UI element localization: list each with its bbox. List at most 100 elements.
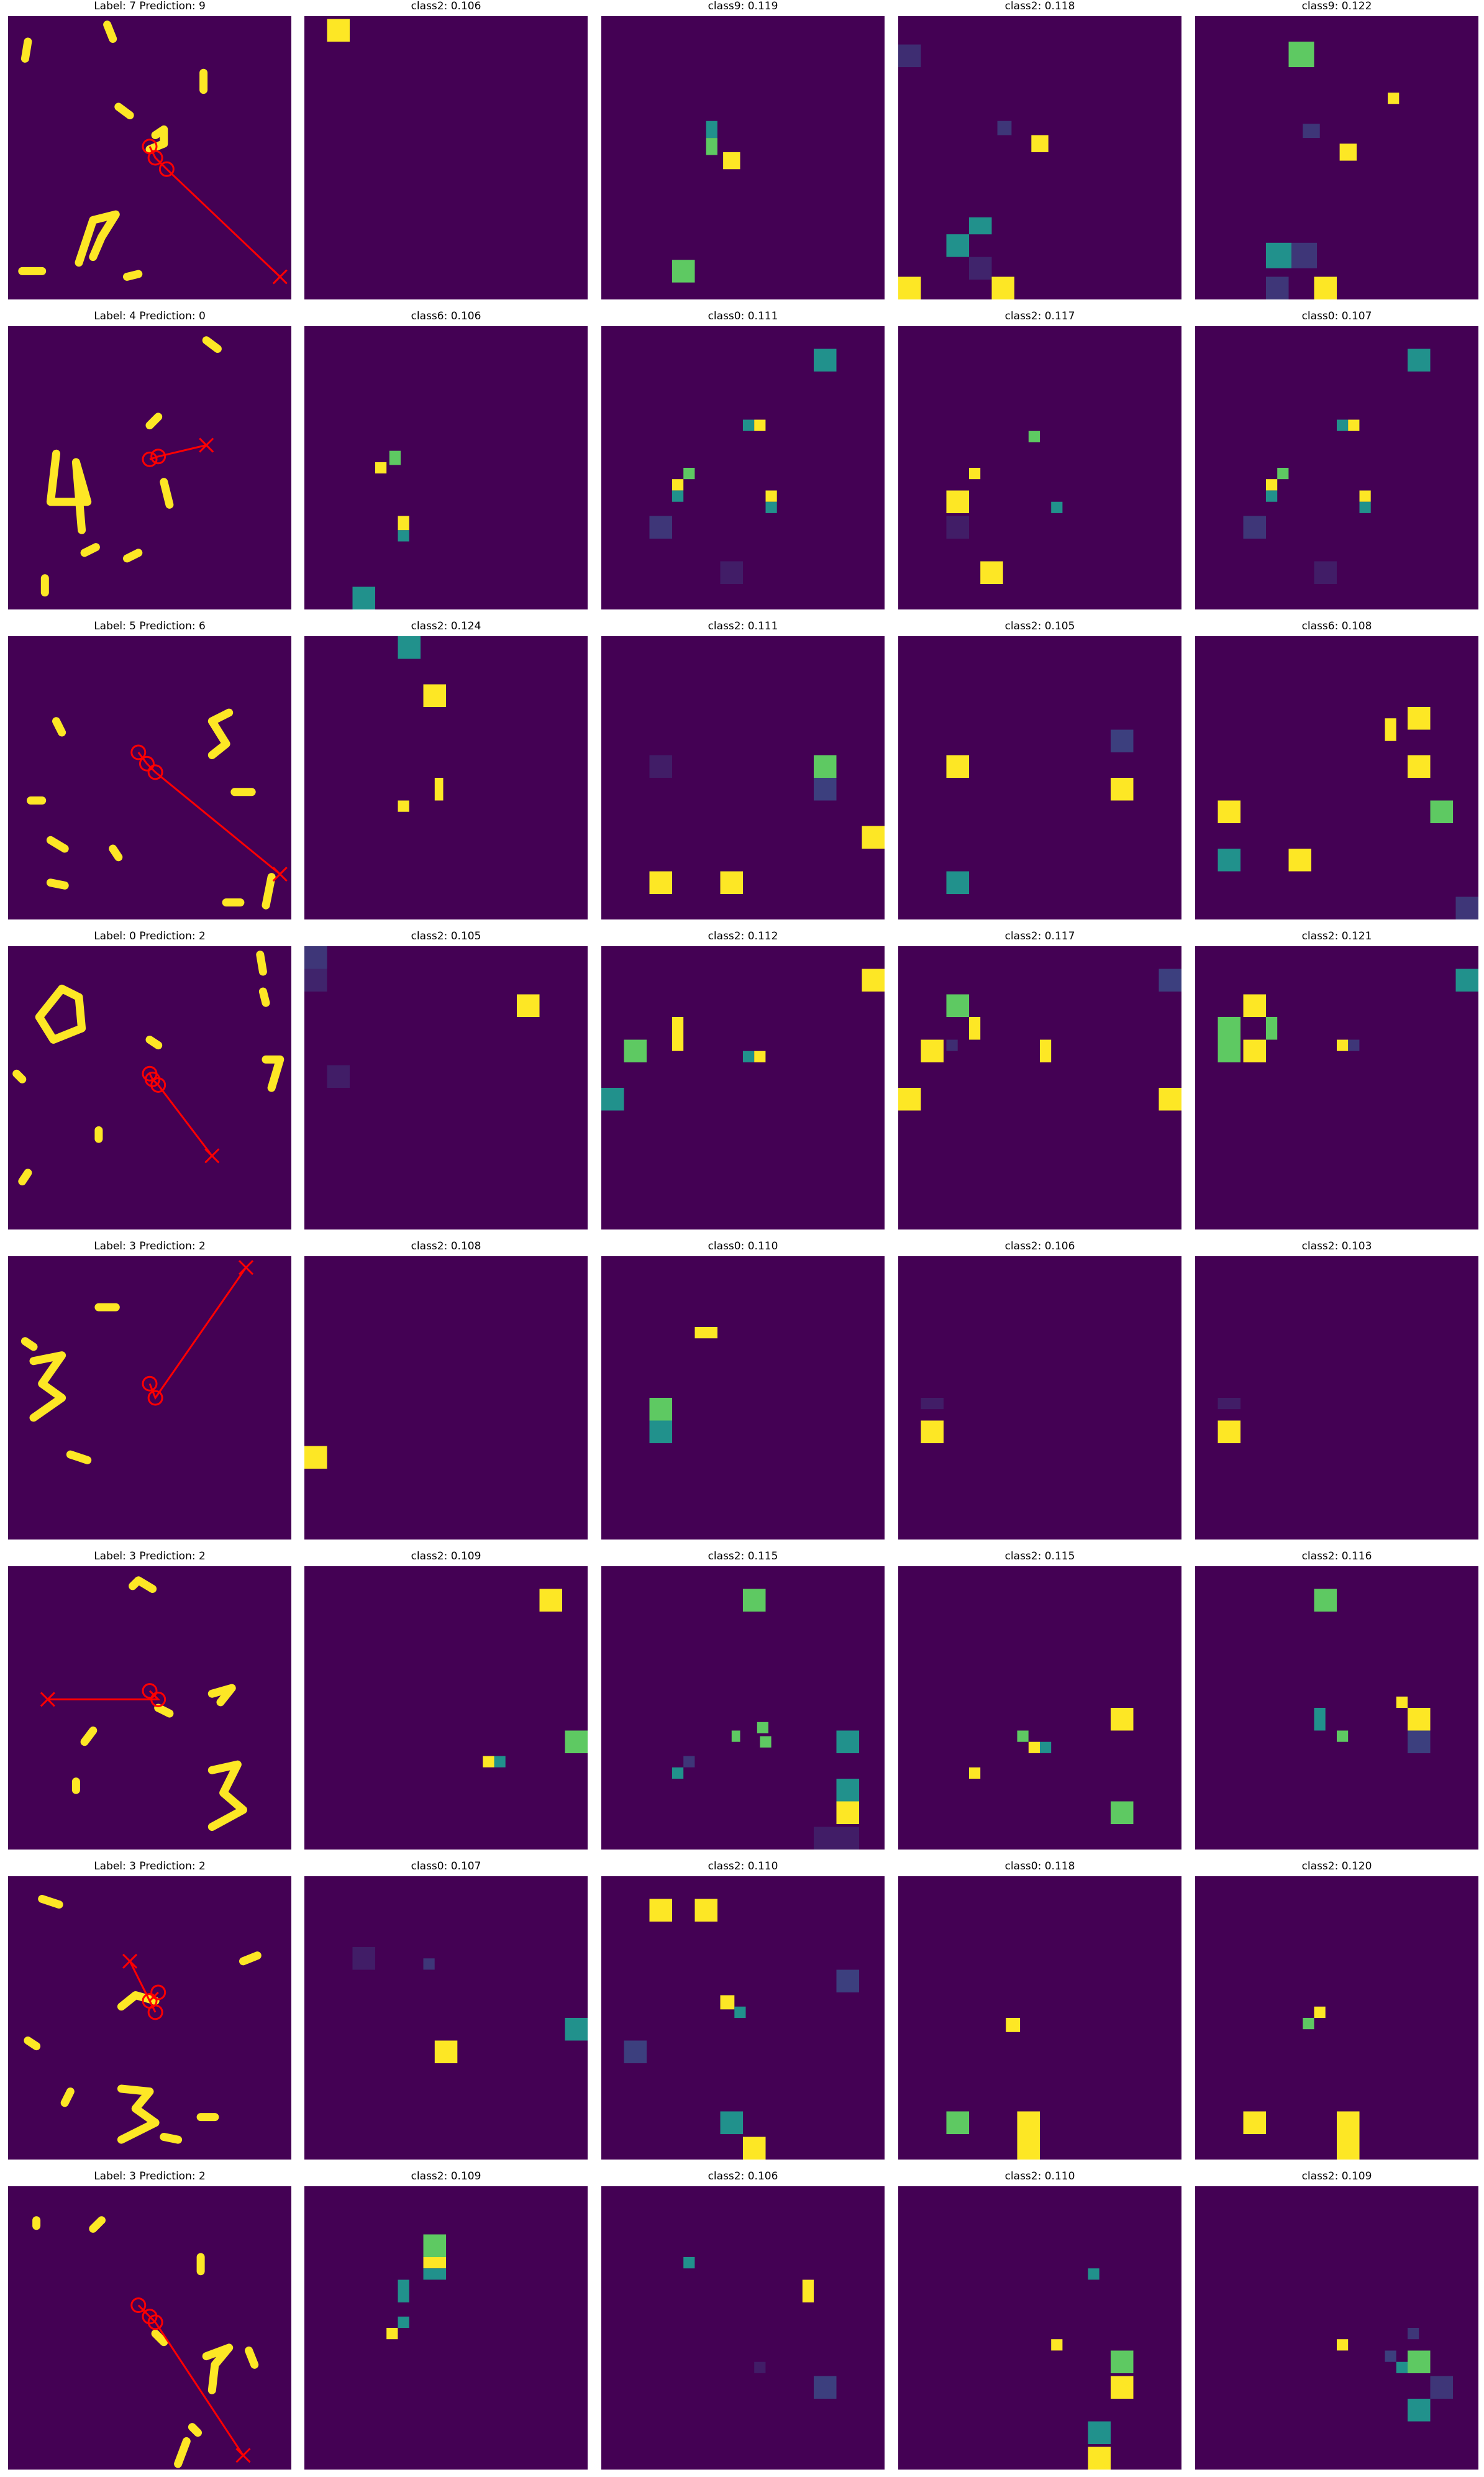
panel-title: class2: 0.108: [411, 1240, 481, 1252]
panel-title: class2: 0.115: [1004, 1550, 1075, 1562]
glimpse-path: [148, 1073, 213, 1157]
class-activation-panel: class0: 0.110: [601, 1240, 885, 1540]
activation-heatmap: [898, 1876, 1181, 2160]
activation-cell: [1218, 1398, 1240, 1410]
activation-cell: [1337, 1730, 1349, 1742]
class-activation-panel: class2: 0.121: [1195, 930, 1478, 1229]
activation-cell: [723, 152, 740, 170]
digit-stroke: [129, 1576, 157, 1593]
plot-background: [8, 946, 291, 1229]
class-activation-panel: class2: 0.108: [304, 1240, 588, 1540]
glimpse-end-marker: [122, 1953, 138, 1969]
activation-cell: [1017, 1730, 1029, 1742]
panel-title: class9: 0.122: [1301, 0, 1372, 12]
input-image-plot: [8, 1256, 291, 1540]
panel-title: class2: 0.118: [1004, 0, 1075, 12]
class-activation-panel: class2: 0.106: [898, 1240, 1181, 1540]
activation-cell: [754, 2361, 766, 2373]
panel-title: class0: 0.111: [708, 310, 778, 322]
class-activation-panel: class9: 0.119: [601, 0, 885, 299]
panel-title: class6: 0.108: [1301, 620, 1372, 632]
class-activation-panel: class2: 0.115: [601, 1550, 885, 1850]
class-activation-panel: class0: 0.107: [1195, 310, 1478, 609]
panel-title: class2: 0.112: [708, 930, 778, 942]
activation-cell: [434, 2040, 458, 2063]
digit-stroke: [60, 2087, 75, 2107]
class-activation-panel: class2: 0.109: [1195, 2170, 1478, 2470]
activation-cell: [1455, 969, 1478, 992]
activation-cell: [672, 1767, 684, 1779]
plot-background: [304, 2186, 588, 2470]
activation-cell: [1017, 2111, 1040, 2160]
digit-stroke: [18, 1169, 32, 1185]
input-digit-panel: Label: 3 Prediction: 2: [8, 1550, 291, 1850]
activation-cell: [423, 684, 446, 707]
activation-cell: [1314, 2006, 1326, 2018]
glimpse-end-marker: [272, 269, 288, 285]
activation-cell: [921, 1420, 944, 1443]
activation-cell: [991, 276, 1014, 299]
activation-cell: [969, 1017, 981, 1040]
digit-stroke: [202, 2343, 234, 2394]
digit-stroke: [245, 2347, 259, 2369]
digit-stroke: [256, 951, 267, 976]
activation-cell: [720, 2111, 743, 2134]
activation-cell: [1288, 42, 1314, 67]
activation-cell: [327, 19, 350, 42]
plot-background: [898, 946, 1181, 1229]
activation-heatmap: [898, 1566, 1181, 1850]
class-activation-panel: class9: 0.122: [1195, 0, 1478, 299]
activation-cell: [1088, 2421, 1111, 2444]
activation-cell: [1408, 1708, 1431, 1731]
activation-heatmap: [304, 2186, 588, 2470]
activation-cell: [720, 871, 743, 894]
digit-stroke: [46, 878, 69, 890]
input-image-plot: [8, 2186, 291, 2470]
input-image-plot: [8, 1876, 291, 2160]
digit-stroke: [174, 2437, 191, 2468]
activation-heatmap: [898, 326, 1181, 609]
activation-cell: [969, 217, 992, 235]
activation-cell: [352, 586, 375, 609]
plot-background: [8, 1256, 291, 1540]
activation-heatmap: [304, 1876, 588, 2160]
activation-cell: [398, 530, 409, 542]
panel-title: class2: 0.103: [1301, 1240, 1372, 1252]
class-activation-panel: class2: 0.103: [1195, 1240, 1478, 1540]
plot-background: [898, 2186, 1181, 2470]
digit-stroke: [145, 1036, 163, 1050]
activation-cell: [1337, 419, 1349, 431]
plot-background: [1195, 946, 1478, 1229]
plot-background: [601, 16, 885, 299]
activation-cell: [1408, 707, 1431, 730]
panel-title: class2: 0.111: [708, 620, 778, 632]
activation-cell: [1111, 2376, 1134, 2399]
class-activation-panel: class2: 0.110: [601, 1860, 885, 2160]
glimpse-location-marker: [142, 2309, 158, 2325]
class-activation-panel: class2: 0.124: [304, 620, 588, 919]
activation-cell: [649, 871, 672, 894]
class-activation-panel: class2: 0.110: [898, 2170, 1181, 2470]
activation-cell: [1243, 2111, 1266, 2134]
activation-cell: [836, 1969, 859, 1992]
panel-title: class0: 0.118: [1004, 1860, 1075, 1873]
panel-title: class2: 0.116: [1301, 1550, 1372, 1562]
activation-cell: [672, 260, 695, 283]
activation-heatmap: [601, 2186, 885, 2470]
activation-cell: [398, 516, 409, 531]
digit-stroke: [123, 270, 143, 281]
plot-background: [8, 1566, 291, 1850]
plot-background: [898, 1256, 1181, 1540]
panel-title: class2: 0.109: [411, 2170, 481, 2183]
activation-heatmap: [601, 636, 885, 919]
activation-cell: [304, 946, 327, 969]
plot-background: [1195, 2186, 1478, 2470]
activation-cell: [1111, 1708, 1134, 1731]
glimpse-end-marker: [272, 866, 288, 882]
glimpse-location-marker: [150, 1691, 166, 1707]
activation-cell: [1111, 778, 1134, 801]
activation-cell: [1408, 2328, 1419, 2340]
activation-cell: [760, 1736, 772, 1748]
glimpse-location-marker: [147, 764, 163, 780]
activation-cell: [814, 2376, 837, 2399]
